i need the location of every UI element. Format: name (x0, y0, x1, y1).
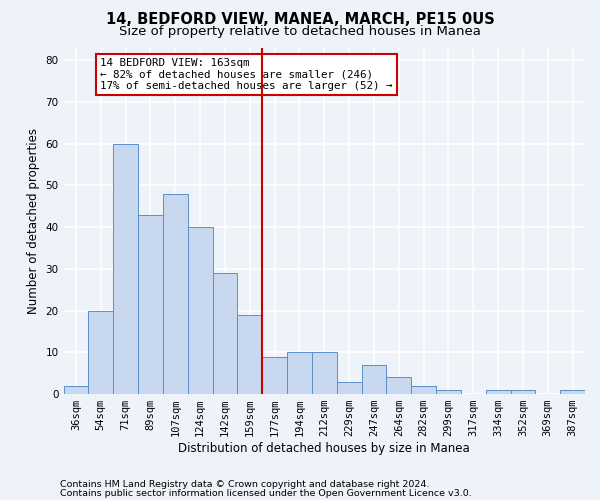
Bar (262, 356, 287, 394)
Bar (511, 390, 535, 394)
Text: Contains public sector information licensed under the Open Government Licence v3: Contains public sector information licen… (60, 489, 472, 498)
Bar (386, 378, 411, 394)
Bar (312, 352, 337, 394)
Bar (287, 352, 312, 394)
Bar (238, 314, 262, 394)
Bar (436, 390, 461, 394)
Bar (113, 144, 138, 394)
Bar (362, 365, 386, 394)
Text: 14, BEDFORD VIEW, MANEA, MARCH, PE15 0US: 14, BEDFORD VIEW, MANEA, MARCH, PE15 0US (106, 12, 494, 28)
Text: 14 BEDFORD VIEW: 163sqm
← 82% of detached houses are smaller (246)
17% of semi-d: 14 BEDFORD VIEW: 163sqm ← 82% of detache… (100, 58, 392, 91)
Bar (88, 310, 113, 394)
Bar (485, 390, 511, 394)
Bar (411, 386, 436, 394)
Bar (337, 382, 362, 394)
X-axis label: Distribution of detached houses by size in Manea: Distribution of detached houses by size … (178, 442, 470, 455)
Text: Contains HM Land Registry data © Crown copyright and database right 2024.: Contains HM Land Registry data © Crown c… (60, 480, 430, 489)
Y-axis label: Number of detached properties: Number of detached properties (27, 128, 40, 314)
Bar (163, 194, 188, 394)
Text: Size of property relative to detached houses in Manea: Size of property relative to detached ho… (119, 25, 481, 38)
Bar (188, 227, 212, 394)
Bar (560, 390, 585, 394)
Bar (64, 386, 88, 394)
Bar (212, 273, 238, 394)
Bar (138, 214, 163, 394)
